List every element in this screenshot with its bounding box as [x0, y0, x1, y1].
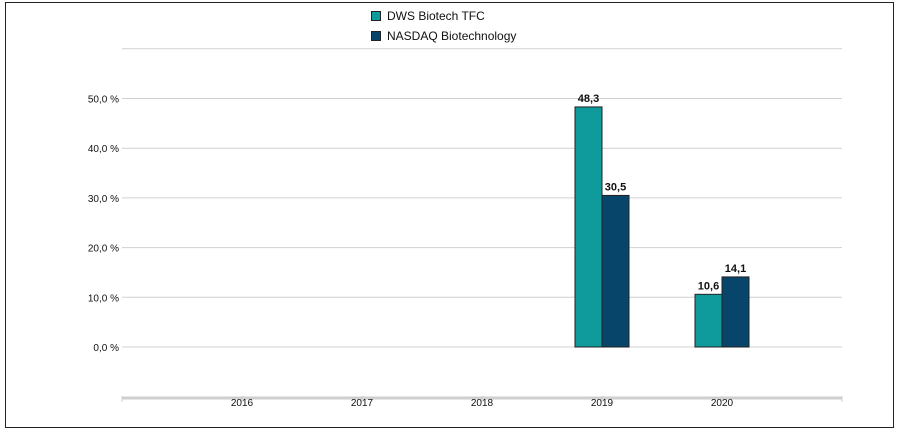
- y-tick-label: 40,0 %: [88, 144, 119, 155]
- x-tick-label: 2016: [231, 398, 254, 409]
- legend-swatch-dws: [371, 11, 381, 21]
- data-label: 10,6: [698, 280, 719, 292]
- data-label: 14,1: [725, 263, 746, 275]
- x-tick-label: 2017: [351, 398, 374, 409]
- x-tick-label: 2018: [471, 398, 494, 409]
- bar-nasdaq-2019: [601, 194, 630, 348]
- y-tick-label: 50,0 %: [88, 95, 119, 106]
- y-tick-label: 0,0 %: [93, 343, 119, 354]
- legend-swatch-nasdaq: [371, 31, 381, 41]
- y-tick-label: 20,0 %: [88, 244, 119, 255]
- legend-label-nasdaq: NASDAQ Biotechnology: [387, 29, 517, 43]
- data-label: 48,3: [578, 93, 599, 105]
- x-tick-label: 2020: [711, 398, 734, 409]
- chart-frame: [5, 2, 894, 428]
- legend-label-dws: DWS Biotech TFC: [387, 9, 485, 23]
- legend-item-dws: DWS Biotech TFC: [371, 9, 485, 23]
- y-tick-label: 30,0 %: [88, 194, 119, 205]
- legend-item-nasdaq: NASDAQ Biotechnology: [371, 29, 516, 43]
- y-tick-label: 10,0 %: [88, 293, 119, 304]
- x-tick-label: 2019: [591, 398, 614, 409]
- bar-dws-2020: [694, 293, 723, 348]
- data-label: 30,5: [605, 181, 626, 193]
- bar-nasdaq-2020: [721, 276, 750, 348]
- bar-dws-2019: [574, 106, 603, 348]
